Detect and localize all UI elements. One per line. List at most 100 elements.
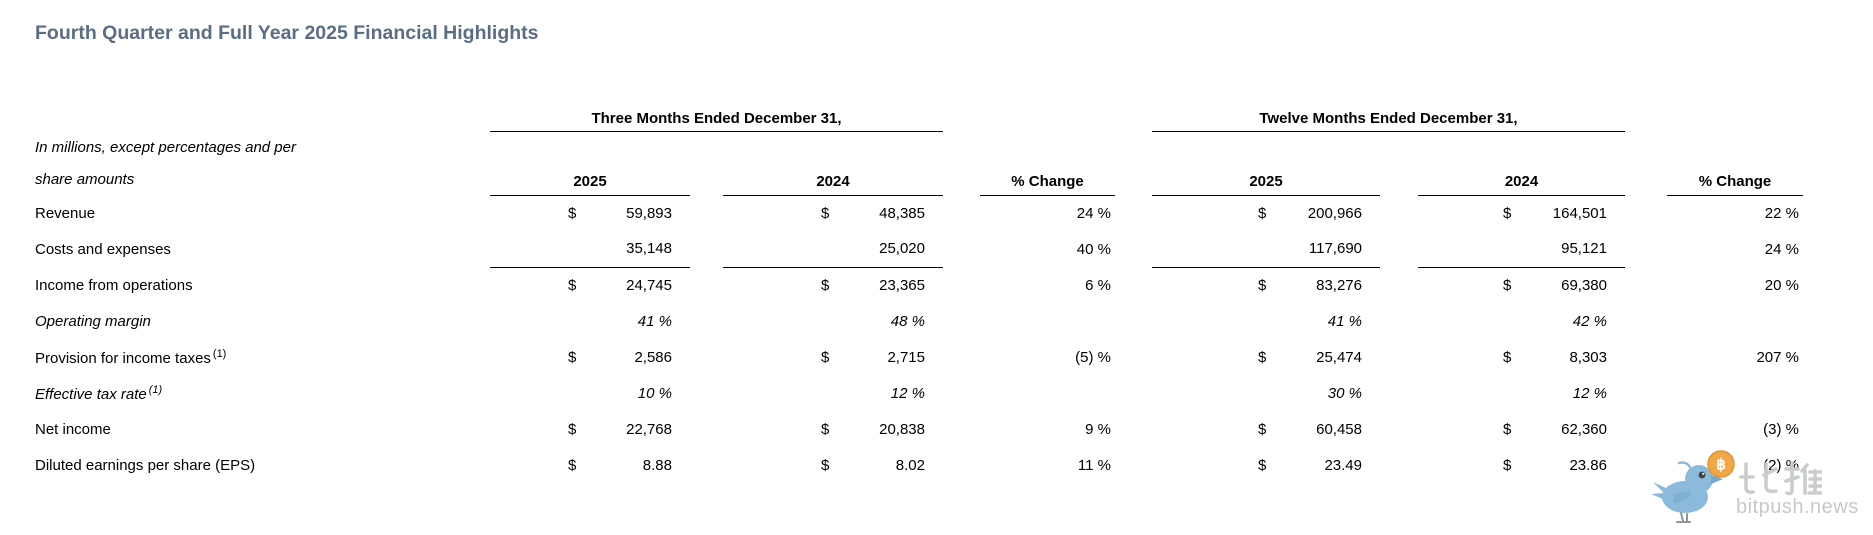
value-q-2024: 12 % <box>890 384 925 402</box>
value-y-2024: 12 % <box>1572 384 1607 402</box>
table-row-operating-margin: Operating margin 41 % 48 % 41 % 42 % <box>35 303 1803 339</box>
value-y-2025: 30 % <box>1327 384 1362 402</box>
svg-text:฿: ฿ <box>1716 457 1726 474</box>
col-header-q-change: % Change <box>980 164 1115 196</box>
value-q-2024: 48 % <box>890 312 925 330</box>
value-q-2025: 59,893 <box>626 204 672 222</box>
currency-symbol: $ <box>1258 348 1267 366</box>
bitpush-cn-text: 比推 <box>1650 450 1651 451</box>
value-q-change: 9 % <box>1085 420 1111 438</box>
row-label: Diluted earnings per share (EPS) <box>35 456 256 474</box>
currency-symbol: $ <box>568 420 577 438</box>
table-row-provision-for-income-taxes: Provision for income taxes (1) $2,586 $2,… <box>35 339 1803 375</box>
currency-symbol: $ <box>1503 420 1512 438</box>
value-q-2024: 23,365 <box>879 276 925 294</box>
value-y-change: (3) % <box>1763 420 1799 438</box>
value-q-2024: 8.02 <box>895 456 925 474</box>
note-row: In millions, except percentages and per <box>35 131 1803 164</box>
value-y-2024: 23.86 <box>1569 456 1607 474</box>
table-row-revenue: Revenue $59,893 $48,385 24 % $200,966 $1… <box>35 195 1803 231</box>
currency-symbol: $ <box>568 348 577 366</box>
value-y-change: 207 % <box>1756 348 1799 366</box>
value-y-2025: 23.49 <box>1324 456 1362 474</box>
value-y-2025: 41 % <box>1327 312 1362 330</box>
value-q-change: 40 % <box>1076 240 1111 258</box>
value-y-2025: 60,458 <box>1316 420 1362 438</box>
currency-symbol: $ <box>1503 348 1512 366</box>
value-q-2024: 48,385 <box>879 204 925 222</box>
value-q-2025: 22,768 <box>626 420 672 438</box>
value-y-change: 22 % <box>1764 204 1799 222</box>
value-y-change: 20 % <box>1764 276 1799 294</box>
value-q-2025: 41 % <box>637 312 672 330</box>
currency-symbol: $ <box>1503 204 1512 222</box>
bitpush-watermark: ฿ 比推 bitpush.news <box>1650 450 1865 530</box>
row-label: Net income <box>35 420 111 438</box>
currency-symbol: $ <box>821 204 830 222</box>
bitcoin-coin-icon: ฿ <box>1707 450 1735 478</box>
table-row-net-income: Net income $22,768 $20,838 9 % $60,458 $… <box>35 411 1803 447</box>
row-label: Income from operations <box>35 276 193 294</box>
value-y-2024: 69,380 <box>1561 276 1607 294</box>
currency-symbol: $ <box>821 456 830 474</box>
table-row-effective-tax-rate: Effective tax rate (1) 10 % 12 % 30 % 12 … <box>35 375 1803 411</box>
row-label: Revenue <box>35 204 96 222</box>
currency-symbol: $ <box>568 456 577 474</box>
currency-symbol: $ <box>821 348 830 366</box>
currency-symbol: $ <box>1258 456 1267 474</box>
col-header-y-2025: 2025 <box>1152 164 1380 196</box>
value-q-2025: 35,148 <box>626 240 672 258</box>
column-header-row: share amounts 2025 2024 % Change 2025 20… <box>35 164 1803 196</box>
value-q-change: (5) % <box>1075 348 1111 366</box>
value-q-2024: 20,838 <box>879 420 925 438</box>
value-q-change: 11 % <box>1077 456 1111 474</box>
value-q-2025: 24,745 <box>626 276 672 294</box>
period-header-row: Three Months Ended December 31, Twelve M… <box>35 90 1803 132</box>
value-y-2025: 200,966 <box>1307 204 1362 222</box>
value-y-2024: 42 % <box>1572 312 1607 330</box>
currency-symbol: $ <box>1258 276 1267 294</box>
currency-symbol: $ <box>1503 276 1512 294</box>
value-y-2024: 164,501 <box>1552 204 1607 222</box>
currency-symbol: $ <box>821 420 830 438</box>
bitpush-domain-text: bitpush.news <box>1736 496 1859 518</box>
page-title: Fourth Quarter and Full Year 2025 Financ… <box>35 22 539 44</box>
value-q-change: 24 % <box>1076 204 1111 222</box>
col-header-y-change: % Change <box>1667 164 1803 196</box>
row-label: Operating margin <box>35 312 151 330</box>
value-q-2025: 2,586 <box>634 348 672 366</box>
value-y-2024: 8,303 <box>1569 348 1607 366</box>
table-row-diluted-eps: Diluted earnings per share (EPS) $8.88 $… <box>35 447 1803 483</box>
note-line-2: share amounts <box>35 171 135 188</box>
currency-symbol: $ <box>1258 204 1267 222</box>
value-q-2024: 2,715 <box>887 348 925 366</box>
period-header-twelve-months: Twelve Months Ended December 31, <box>1152 90 1625 132</box>
currency-symbol: $ <box>568 204 577 222</box>
row-label: Costs and expenses <box>35 240 171 258</box>
footnote-marker: (1) <box>148 383 163 396</box>
value-q-2024: 25,020 <box>879 240 925 258</box>
value-q-2025: 10 % <box>637 384 672 402</box>
bird-icon <box>1651 461 1723 523</box>
value-y-2025: 83,276 <box>1316 276 1362 294</box>
value-y-2024: 95,121 <box>1561 240 1607 258</box>
footnote-marker: (1) <box>212 347 227 360</box>
col-header-q-2025: 2025 <box>490 164 690 196</box>
value-y-change: 24 % <box>1764 240 1799 258</box>
currency-symbol: $ <box>1258 420 1267 438</box>
bitpush-cn-logo <box>1739 461 1822 496</box>
row-label: Effective tax rate <box>35 385 147 403</box>
col-header-q-2024: 2024 <box>723 164 943 196</box>
financial-highlights-table: Three Months Ended December 31, Twelve M… <box>35 90 1803 483</box>
value-q-2025: 8.88 <box>642 456 672 474</box>
value-y-2024: 62,360 <box>1561 420 1607 438</box>
period-header-three-months: Three Months Ended December 31, <box>490 90 943 132</box>
note-line-1: In millions, except percentages and per <box>35 139 296 156</box>
col-header-y-2024: 2024 <box>1418 164 1625 196</box>
currency-symbol: $ <box>568 276 577 294</box>
table-row-income-from-operations: Income from operations $24,745 $23,365 6… <box>35 267 1803 303</box>
table-row-costs-and-expenses: Costs and expenses 35,148 25,020 40 % 11… <box>35 231 1803 268</box>
value-q-change: 6 % <box>1085 276 1111 294</box>
currency-symbol: $ <box>821 276 830 294</box>
currency-symbol: $ <box>1503 456 1512 474</box>
